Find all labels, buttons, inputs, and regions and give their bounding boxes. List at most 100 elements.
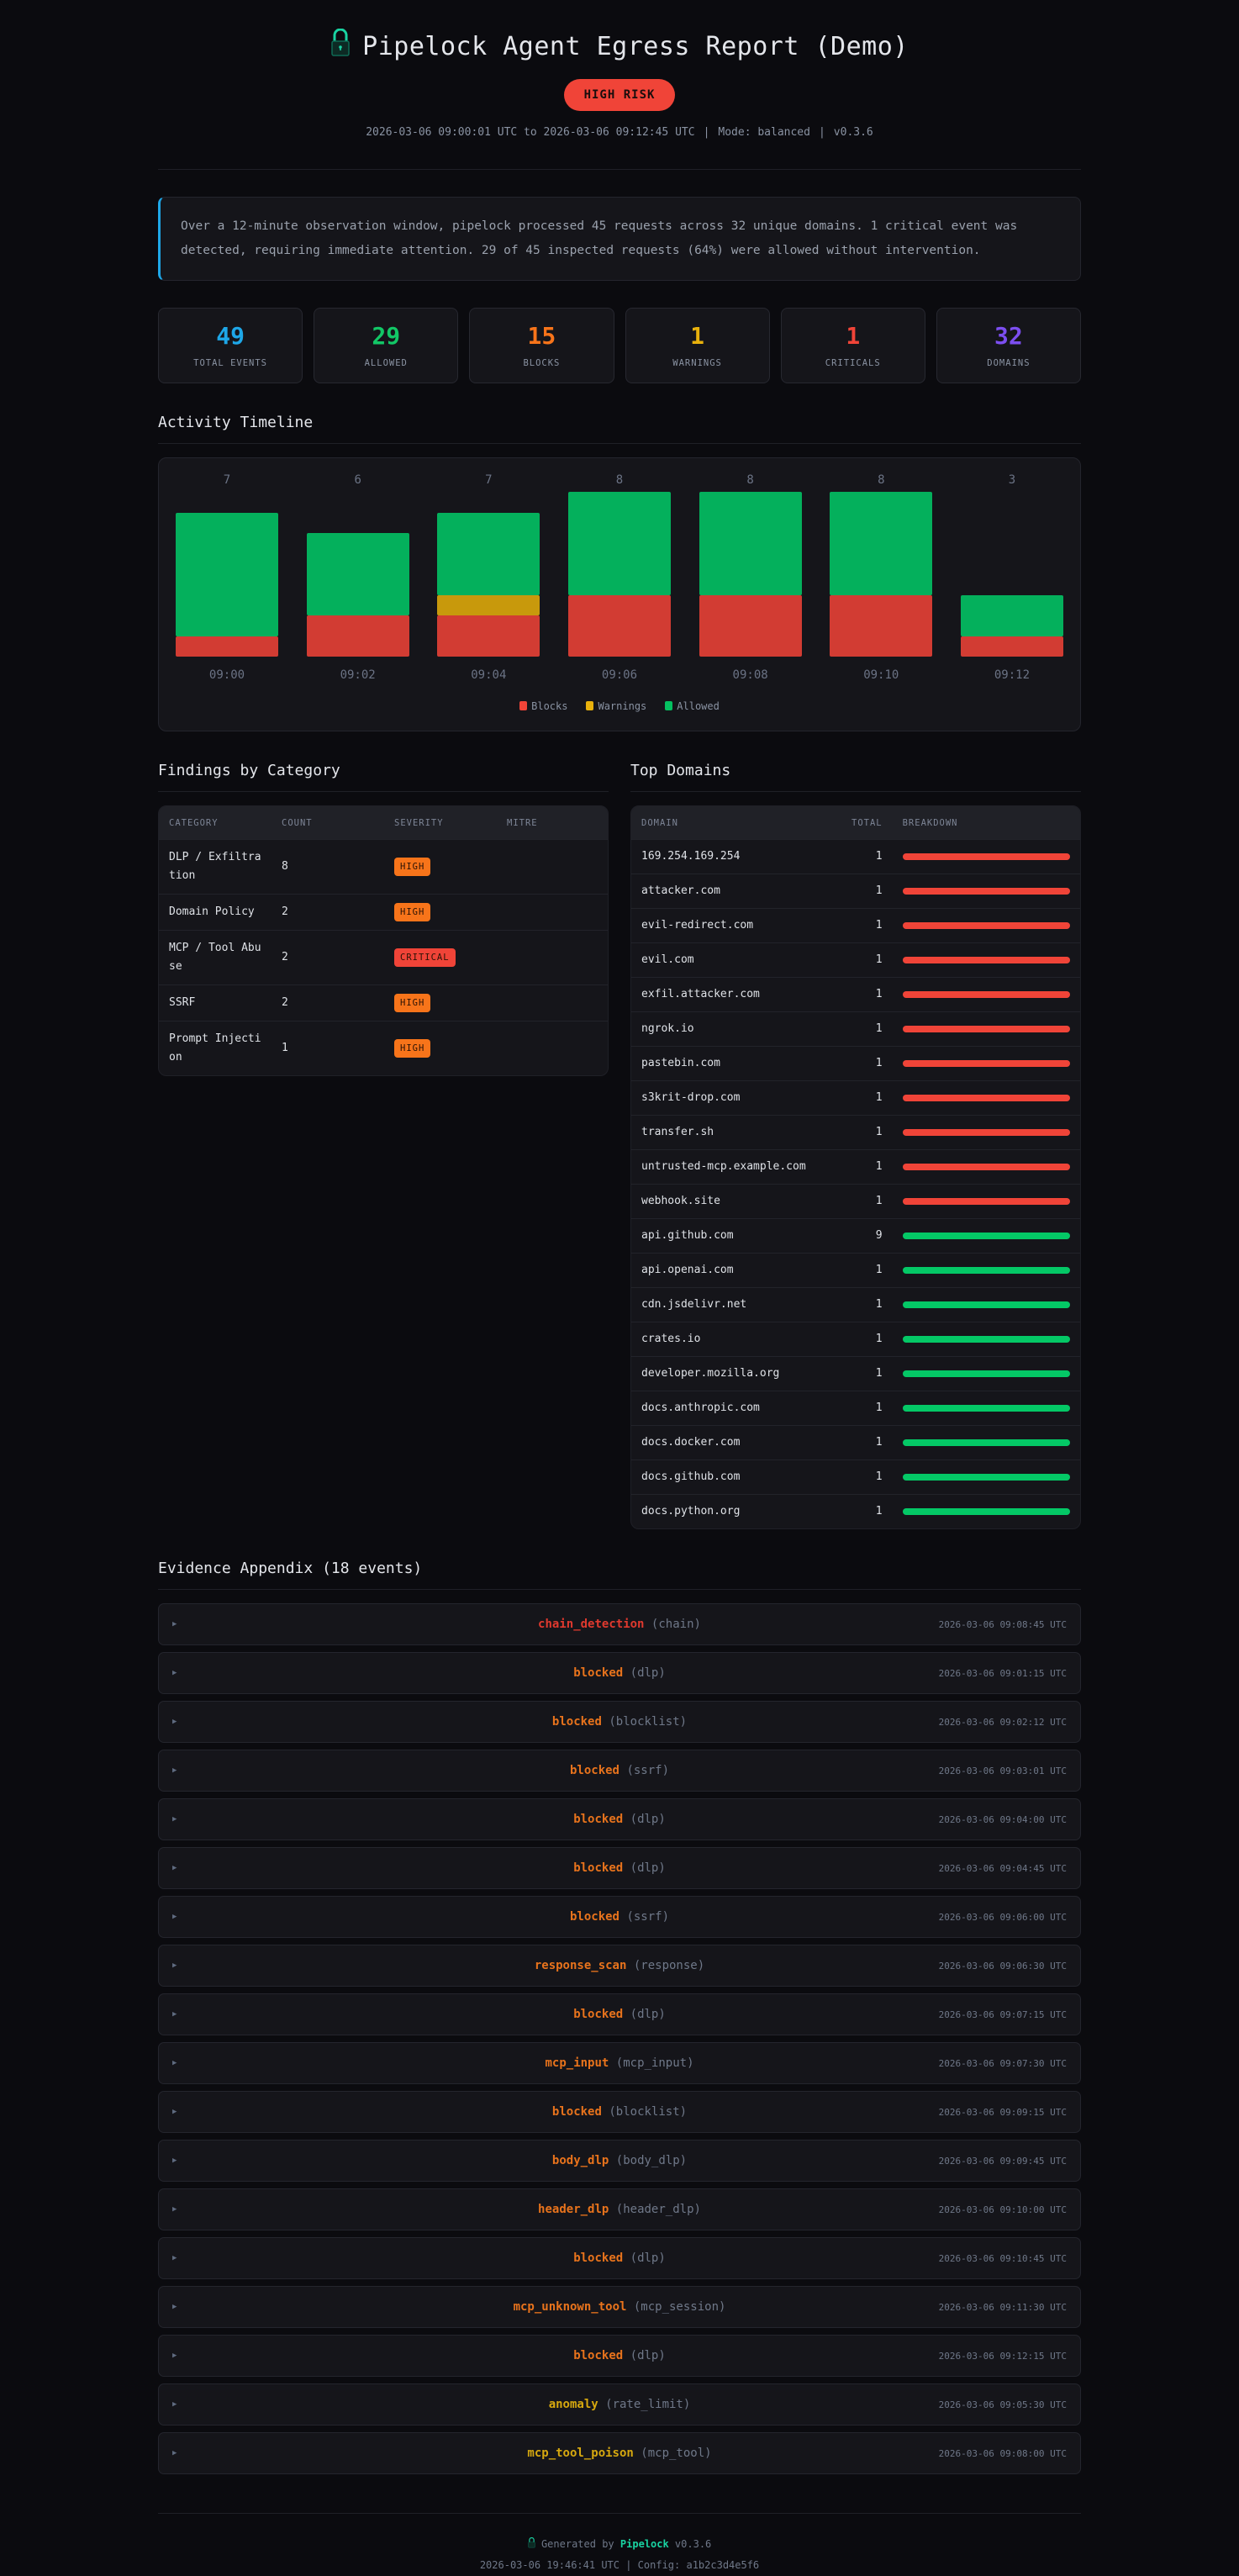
bar-segment-blocks	[437, 615, 540, 657]
bar-segment-blocks	[306, 615, 409, 657]
domain-cell: pastebin.com	[631, 1046, 841, 1081]
column-header: BREAKDOWN	[892, 806, 1080, 840]
expand-caret-icon[interactable]: ▶	[172, 1864, 177, 1872]
chart-legend: Blocks Warnings Allowed	[174, 700, 1065, 712]
event-timestamp: 2026-03-06 09:09:45 UTC	[938, 2155, 1067, 2167]
legend-item-allowed: Allowed	[665, 700, 720, 712]
event-scanner: (body_dlp)	[615, 2154, 688, 2167]
expand-caret-icon[interactable]: ▶	[172, 2400, 177, 2409]
table-row: pastebin.com 1	[631, 1046, 1080, 1081]
expand-caret-icon[interactable]: ▶	[172, 2254, 177, 2262]
evidence-title: blocked (ssrf)	[159, 1764, 1080, 1777]
bar-total: 6	[354, 473, 361, 487]
evidence-item[interactable]: ▶ mcp_tool_poison (mcp_tool) 2026-03-06 09…	[158, 2432, 1081, 2474]
page-title: Pipelock Agent Egress Report (Demo)	[330, 28, 909, 64]
event-type: chain_detection	[538, 1618, 645, 1631]
evidence-item[interactable]: ▶ blocked (ssrf) 2026-03-06 09:03:01 UTC	[158, 1750, 1081, 1792]
expand-caret-icon[interactable]: ▶	[172, 2449, 177, 2457]
breakdown-bar	[902, 1060, 1070, 1067]
expand-caret-icon[interactable]: ▶	[172, 1620, 177, 1628]
expand-caret-icon[interactable]: ▶	[172, 2059, 177, 2067]
evidence-item[interactable]: ▶ mcp_unknown_tool (mcp_session) 2026-03-0…	[158, 2286, 1081, 2328]
table-row: evil.com 1	[631, 942, 1080, 978]
expand-caret-icon[interactable]: ▶	[172, 1718, 177, 1726]
report-meta: 2026-03-06 09:00:01 UTC to 2026-03-06 09…	[366, 126, 873, 139]
domain-cell: 169.254.169.254	[631, 839, 841, 874]
breakdown-cell	[892, 1184, 1080, 1219]
brand-link[interactable]: Pipelock	[620, 2538, 669, 2550]
breakdown-cell	[892, 1494, 1080, 1528]
column-header: TOTAL	[841, 806, 893, 840]
event-timestamp: 2026-03-06 09:10:45 UTC	[938, 2252, 1067, 2264]
event-timestamp: 2026-03-06 09:03:01 UTC	[938, 1765, 1067, 1776]
expand-caret-icon[interactable]: ▶	[172, 2010, 177, 2019]
table-row: crates.io 1	[631, 1322, 1080, 1357]
event-timestamp: 2026-03-06 09:01:15 UTC	[938, 1667, 1067, 1679]
domain-cell: s3krit-drop.com	[631, 1080, 841, 1116]
event-timestamp: 2026-03-06 09:06:30 UTC	[938, 1960, 1067, 1972]
time-range: 2026-03-06 09:00:01 UTC to 2026-03-06 09…	[366, 126, 695, 139]
total-cell: 1	[841, 1184, 893, 1219]
domain-cell: crates.io	[631, 1322, 841, 1357]
evidence-item[interactable]: ▶ blocked (dlp) 2026-03-06 09:04:45 UTC	[158, 1847, 1081, 1889]
event-scanner: (mcp_tool)	[641, 2447, 712, 2460]
evidence-item[interactable]: ▶ blocked (ssrf) 2026-03-06 09:06:00 UTC	[158, 1896, 1081, 1938]
stats-grid: 49 TOTAL EVENTS 29 ALLOWED 15 BLOCKS 1 WARNINGS…	[158, 308, 1081, 383]
expand-caret-icon[interactable]: ▶	[172, 2352, 177, 2360]
breakdown-bar	[902, 1095, 1070, 1101]
evidence-item[interactable]: ▶ blocked (dlp) 2026-03-06 09:01:15 UTC	[158, 1652, 1081, 1694]
event-type: response_scan	[534, 1959, 627, 1972]
evidence-item[interactable]: ▶ blocked (blocklist) 2026-03-06 09:02:12 …	[158, 1701, 1081, 1743]
bar-group: 3 09:12	[960, 473, 1063, 682]
bar-group: 8 09:10	[830, 473, 933, 682]
expand-caret-icon[interactable]: ▶	[172, 2156, 177, 2165]
evidence-item[interactable]: ▶ response_scan (response) 2026-03-06 09:0…	[158, 1945, 1081, 1987]
table-row: Domain Policy 2 HIGH	[159, 894, 608, 931]
activity-timeline-section: Activity Timeline 7 09:00 6 09:02 7 09:04 8 09:…	[158, 414, 1081, 731]
evidence-item[interactable]: ▶ body_dlp (body_dlp) 2026-03-06 09:09:45 …	[158, 2140, 1081, 2182]
bar-group: 6 09:02	[306, 473, 409, 682]
breakdown-cell	[892, 1253, 1080, 1288]
breakdown-bar	[902, 1129, 1070, 1136]
expand-caret-icon[interactable]: ▶	[172, 1766, 177, 1775]
expand-caret-icon[interactable]: ▶	[172, 2205, 177, 2214]
evidence-item[interactable]: ▶ header_dlp (header_dlp) 2026-03-06 09:10…	[158, 2188, 1081, 2230]
evidence-title: blocked (dlp)	[159, 1813, 1080, 1826]
x-axis-label: 09:12	[994, 668, 1031, 682]
legend-label: Warnings	[598, 700, 647, 712]
bar-stack	[960, 492, 1063, 657]
footer-config: 2026-03-06 19:46:41 UTC | Config: a1b2c3…	[479, 2559, 760, 2571]
evidence-item[interactable]: ▶ blocked (dlp) 2026-03-06 09:07:15 UTC	[158, 1993, 1081, 2035]
total-cell: 1	[841, 1391, 893, 1426]
event-timestamp: 2026-03-06 09:02:12 UTC	[938, 1716, 1067, 1728]
evidence-item[interactable]: ▶ blocked (dlp) 2026-03-06 09:12:15 UTC	[158, 2335, 1081, 2377]
evidence-item[interactable]: ▶ blocked (blocklist) 2026-03-06 09:09:15 …	[158, 2091, 1081, 2133]
expand-caret-icon[interactable]: ▶	[172, 1913, 177, 1921]
evidence-item[interactable]: ▶ blocked (dlp) 2026-03-06 09:10:45 UTC	[158, 2237, 1081, 2279]
breakdown-bar	[902, 1336, 1070, 1343]
evidence-item[interactable]: ▶ anomaly (rate_limit) 2026-03-06 09:05:30…	[158, 2383, 1081, 2426]
expand-caret-icon[interactable]: ▶	[172, 2303, 177, 2311]
table-row: docs.python.org 1	[631, 1494, 1080, 1528]
bar-stack	[699, 492, 802, 657]
domain-cell: cdn.jsdelivr.net	[631, 1287, 841, 1322]
table-row: docs.anthropic.com 1	[631, 1391, 1080, 1426]
stat-value: 49	[216, 322, 245, 350]
table-row: transfer.sh 1	[631, 1115, 1080, 1150]
evidence-item[interactable]: ▶ chain_detection (chain) 2026-03-06 09:08…	[158, 1603, 1081, 1645]
domain-cell: transfer.sh	[631, 1115, 841, 1150]
evidence-title: blocked (ssrf)	[159, 1910, 1080, 1924]
chart-bars: 7 09:00 6 09:02 7 09:04 8 09:06 8 09:08 8 09:10 3 09:…	[174, 473, 1065, 682]
bar-segment-allowed	[567, 492, 671, 595]
expand-caret-icon[interactable]: ▶	[172, 1961, 177, 1970]
evidence-item[interactable]: ▶ blocked (dlp) 2026-03-06 09:04:00 UTC	[158, 1798, 1081, 1840]
event-type: header_dlp	[538, 2203, 609, 2216]
expand-caret-icon[interactable]: ▶	[172, 1815, 177, 1824]
expand-caret-icon[interactable]: ▶	[172, 1669, 177, 1677]
breakdown-cell	[892, 1460, 1080, 1495]
table-header: DOMAIN TOTAL BREAKDOWN	[631, 806, 1080, 840]
expand-caret-icon[interactable]: ▶	[172, 2108, 177, 2116]
evidence-item[interactable]: ▶ mcp_input (mcp_input) 2026-03-06 09:07:3…	[158, 2042, 1081, 2084]
event-scanner: (header_dlp)	[615, 2203, 701, 2216]
stat-label: BLOCKS	[523, 358, 561, 368]
